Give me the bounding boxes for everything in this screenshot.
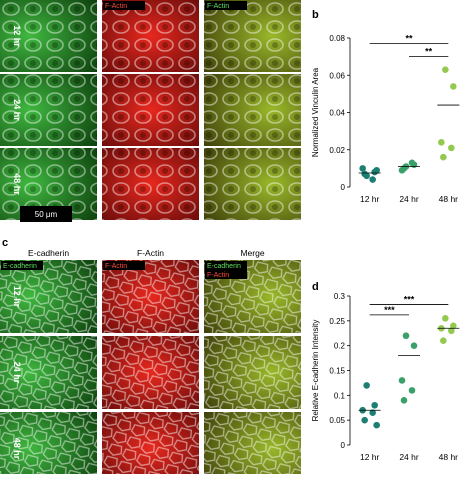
column-header: F-Actin [137, 248, 164, 258]
y-tick-label: 0.02 [329, 146, 345, 155]
cell-texture [204, 148, 301, 220]
data-point [361, 170, 368, 178]
cell-texture [102, 260, 199, 333]
data-point [450, 83, 457, 90]
y-tick-label: 0.08 [329, 34, 345, 43]
cell-texture [0, 260, 97, 333]
inset-box [1, 261, 43, 270]
cell-texture [102, 148, 199, 220]
x-tick-label: 48 hr [439, 194, 459, 204]
data-point [440, 153, 447, 161]
y-tick-label: 0.25 [329, 317, 345, 326]
inset-label: E-cadherin [207, 263, 241, 270]
cell-texture [0, 0, 97, 72]
cell-texture [0, 74, 97, 146]
y-tick-label: 0.06 [329, 71, 345, 80]
x-tick-label: 12 hr [360, 452, 380, 462]
cell-texture [102, 74, 199, 146]
inset-box [103, 1, 145, 10]
inset-label: F-Actin [105, 3, 127, 10]
cell-texture [102, 412, 199, 479]
cell-texture [102, 336, 199, 409]
row-label: 12 hr [12, 286, 22, 308]
data-point [400, 397, 408, 404]
row-label: 48 hr [12, 438, 22, 460]
inset-box [103, 261, 145, 270]
scale-bar-box [20, 206, 72, 222]
inset-label: F-Actin [207, 272, 229, 279]
y-axis-label: Normalized Vinculin Area [311, 67, 320, 157]
inset-label: E-cadherin [3, 263, 37, 270]
y-tick-label: 0.15 [329, 367, 345, 376]
significance-label: *** [384, 305, 395, 315]
y-tick-label: 0.2 [334, 342, 346, 351]
inset-label: F-Actin [105, 263, 127, 270]
data-point [402, 332, 410, 340]
data-point [373, 421, 380, 429]
inset-box [205, 261, 247, 270]
cell-texture [204, 336, 301, 409]
cell-texture [0, 336, 97, 409]
data-point [398, 377, 406, 384]
row-label: 24 hr [12, 99, 22, 121]
cell-texture [204, 412, 301, 479]
data-point [408, 159, 416, 167]
panel-label: d [312, 281, 319, 293]
significance-label: ** [405, 34, 413, 44]
inset-box [205, 1, 247, 10]
data-point [373, 166, 380, 174]
y-tick-label: 0.1 [334, 391, 346, 400]
row-label: 12 hr [12, 25, 22, 47]
data-point [442, 66, 449, 73]
y-axis-label: Relative E-cadherin Intensity [311, 320, 320, 422]
significance-label: ** [425, 47, 433, 57]
cell-texture [204, 74, 301, 146]
y-tick-label: 0 [341, 183, 346, 192]
y-tick-label: 0.05 [329, 416, 345, 425]
data-point [369, 176, 376, 183]
significance-label: *** [404, 294, 415, 304]
scale-bar-label: 50 μm [35, 210, 58, 219]
x-tick-label: 24 hr [399, 452, 419, 462]
cell-texture [102, 0, 199, 72]
row-label: 24 hr [12, 362, 22, 384]
data-point [400, 165, 408, 172]
column-header: E-cadherin [28, 248, 69, 258]
inset-box [205, 270, 247, 279]
panel-label: c [2, 237, 8, 249]
cell-texture [0, 412, 97, 479]
data-point [438, 139, 445, 146]
data-point [450, 322, 457, 330]
inset-label: F-Actin [207, 3, 229, 10]
data-point [410, 342, 418, 349]
column-header: Merge [240, 248, 264, 258]
data-point [408, 387, 416, 394]
y-tick-label: 0.04 [329, 109, 345, 118]
row-label: 48 hr [12, 173, 22, 195]
data-point [361, 416, 368, 424]
data-point [363, 382, 370, 389]
y-tick-label: 0 [341, 441, 346, 450]
data-point [448, 327, 455, 335]
data-point [442, 315, 449, 322]
x-tick-label: 12 hr [360, 194, 380, 204]
panel-label: b [312, 9, 319, 21]
data-point [440, 337, 447, 345]
x-tick-label: 24 hr [399, 194, 419, 204]
y-tick-label: 0.3 [334, 292, 346, 301]
x-tick-label: 48 hr [439, 452, 459, 462]
data-point [448, 144, 455, 152]
data-point [371, 401, 378, 409]
data-point [369, 409, 376, 417]
data-point [359, 165, 366, 172]
cell-texture [204, 0, 301, 72]
